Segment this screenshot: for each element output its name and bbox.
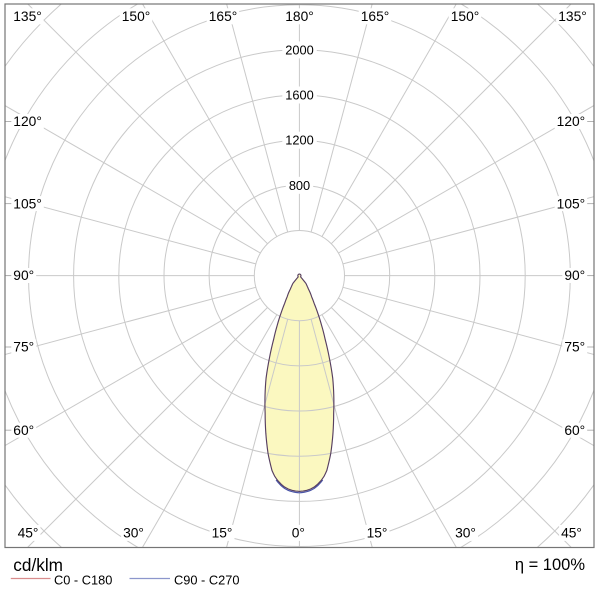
svg-text:120°: 120° <box>13 114 42 129</box>
svg-text:1200: 1200 <box>285 133 313 148</box>
svg-text:135°: 135° <box>558 9 587 24</box>
svg-text:800: 800 <box>289 178 310 193</box>
svg-text:60°: 60° <box>13 423 34 438</box>
svg-text:15°: 15° <box>212 526 233 541</box>
svg-text:30°: 30° <box>123 526 144 541</box>
svg-text:η = 100%: η = 100% <box>515 556 586 574</box>
svg-text:135°: 135° <box>13 9 42 24</box>
svg-text:C0 - C180: C0 - C180 <box>54 573 112 588</box>
svg-text:120°: 120° <box>557 114 586 129</box>
svg-text:30°: 30° <box>455 526 476 541</box>
svg-text:45°: 45° <box>561 526 582 541</box>
svg-text:cd/klm: cd/klm <box>13 555 63 575</box>
svg-text:90°: 90° <box>13 268 34 283</box>
svg-text:150°: 150° <box>451 9 480 24</box>
svg-text:75°: 75° <box>564 340 585 355</box>
svg-text:2000: 2000 <box>285 42 313 57</box>
svg-text:180°: 180° <box>285 9 314 24</box>
svg-text:C90 - C270: C90 - C270 <box>174 573 239 588</box>
svg-text:15°: 15° <box>367 526 388 541</box>
svg-text:165°: 165° <box>209 9 238 24</box>
svg-text:45°: 45° <box>18 526 39 541</box>
svg-text:165°: 165° <box>361 9 390 24</box>
svg-text:75°: 75° <box>13 340 34 355</box>
svg-text:1600: 1600 <box>285 88 313 103</box>
svg-text:60°: 60° <box>564 423 585 438</box>
svg-text:90°: 90° <box>564 268 585 283</box>
svg-text:105°: 105° <box>557 196 586 211</box>
svg-text:150°: 150° <box>122 9 151 24</box>
svg-text:105°: 105° <box>13 196 42 211</box>
svg-text:0°: 0° <box>292 526 305 541</box>
